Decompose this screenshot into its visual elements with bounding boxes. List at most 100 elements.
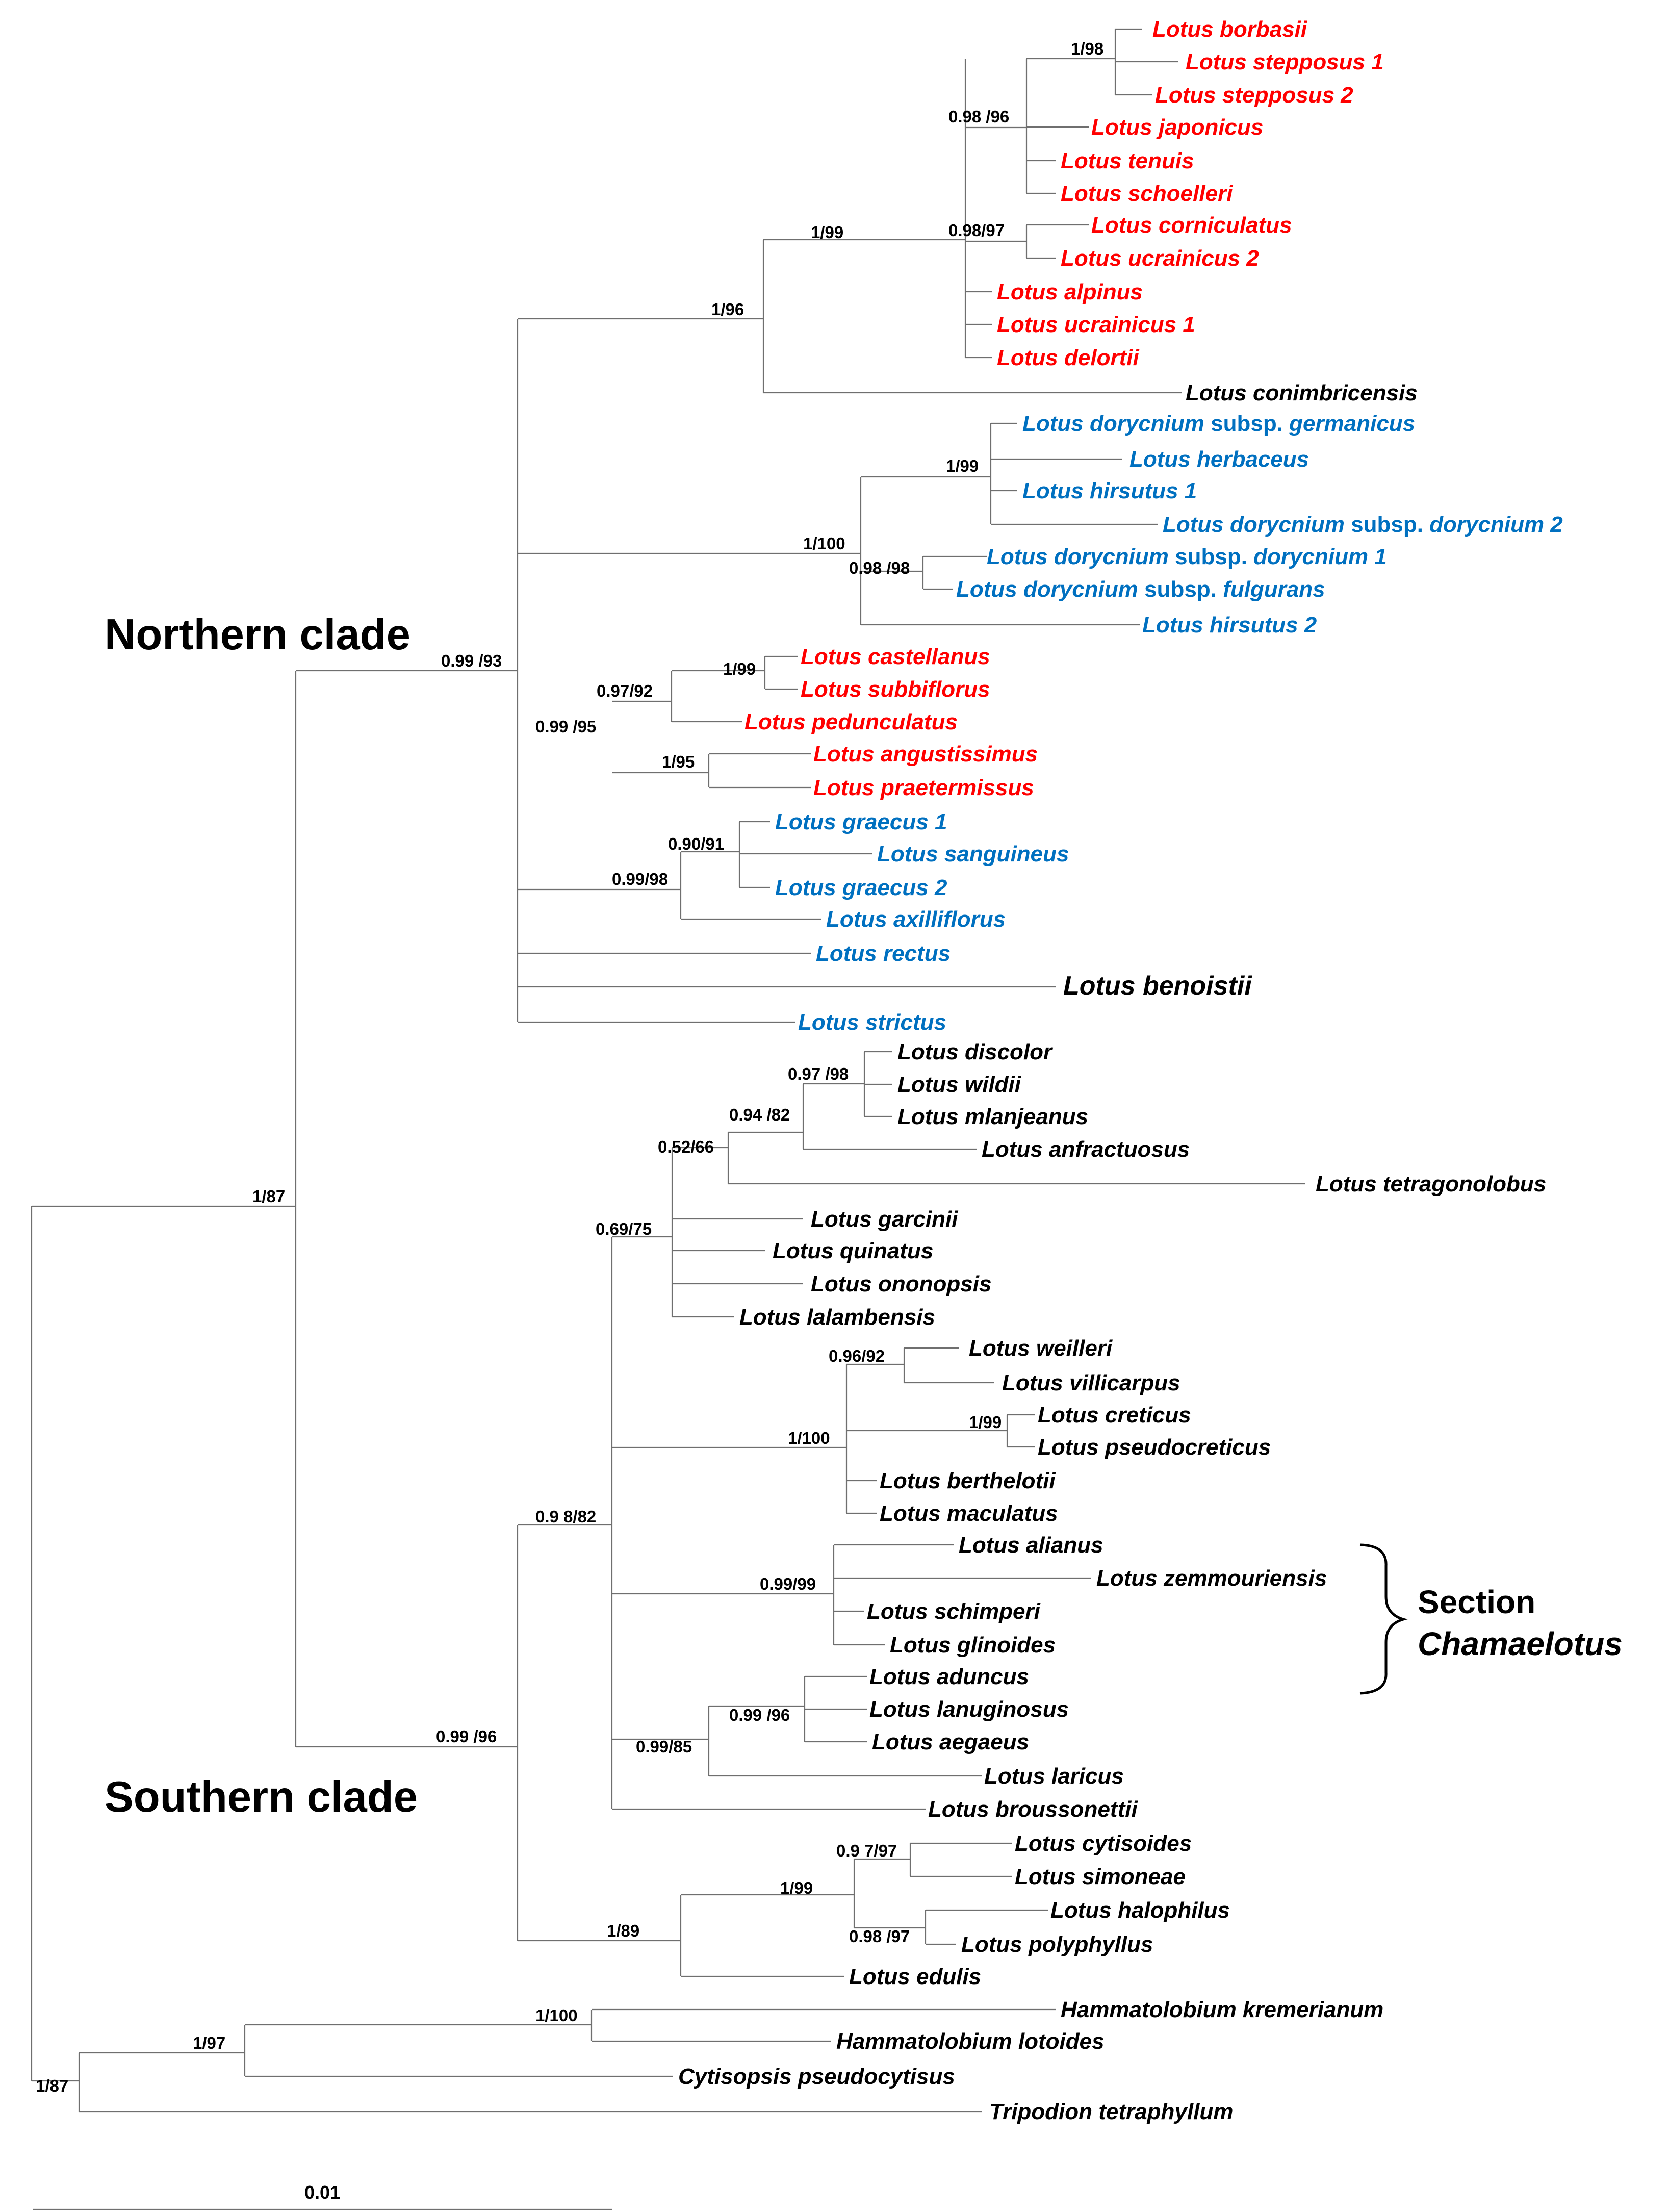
- support-s_1_99a: 1/99: [811, 223, 843, 242]
- support-s_0_99_93: 0.99 /93: [441, 651, 502, 670]
- tip-label-castellanus: Lotus castellanus: [801, 644, 990, 669]
- tip-label-tripodion: Tripodion tetraphyllum: [989, 2099, 1233, 2124]
- tip-label-dor_dor2: Lotus dorycnium subsp. dorycnium 2: [1163, 512, 1563, 537]
- tip-label-glinoides: Lotus glinoides: [890, 1633, 1056, 1658]
- support-s_1_95: 1/95: [662, 752, 695, 771]
- tip-label-angustissimus: Lotus angustissimus: [813, 742, 1038, 767]
- tip-label-cytisoides: Lotus cytisoides: [1015, 1831, 1192, 1856]
- tip-label-hlotoides: Hammatolobium lotoides: [836, 2029, 1105, 2054]
- support-s_1_89: 1/89: [607, 1921, 639, 1940]
- tip-label-sanguineus: Lotus sanguineus: [877, 842, 1069, 867]
- support-s_1_99b: 1/99: [946, 456, 979, 475]
- tip-label-anfractuosus: Lotus anfractuosus: [982, 1137, 1190, 1162]
- support-s_0_99_95: 0.99 /95: [535, 717, 596, 736]
- tip-label-laricus: Lotus laricus: [984, 1764, 1124, 1789]
- southern-clade-label: Southern clade: [105, 1773, 418, 1821]
- section-name: Chamaelotus: [1418, 1625, 1623, 1662]
- support-s_0_98_97: 0.98/97: [948, 221, 1005, 240]
- tip-label-alpinus: Lotus alpinus: [997, 279, 1143, 304]
- tip-label-polyphyllus: Lotus polyphyllus: [961, 1932, 1153, 1957]
- tip-label-ucrainicus2: Lotus ucrainicus 2: [1061, 246, 1259, 271]
- tip-label-schimperi: Lotus schimperi: [867, 1599, 1041, 1624]
- tip-label-creticus: Lotus creticus: [1038, 1403, 1191, 1428]
- support-s_0_69_75: 0.69/75: [596, 1219, 652, 1238]
- tip-label-lalambensis: Lotus lalambensis: [739, 1305, 935, 1330]
- tip-label-garcinii: Lotus garcinii: [811, 1207, 958, 1232]
- tip-label-hirsutus1: Lotus hirsutus 1: [1022, 478, 1197, 503]
- support-s_0_99_96b: 0.99 /96: [436, 1727, 497, 1746]
- tip-label-stepposus1: Lotus stepposus 1: [1186, 49, 1384, 74]
- tip-label-dor_fulgurans: Lotus dorycnium subsp. fulgurans: [956, 577, 1325, 602]
- support-s_0_52_66: 0.52/66: [658, 1137, 714, 1156]
- support-s_0_99_96a: 0.99 /96: [729, 1706, 790, 1724]
- tip-label-villicarpus: Lotus villicarpus: [1002, 1370, 1180, 1395]
- scale-bar-label: 0.01: [304, 2182, 340, 2203]
- tip-label-mlanjeanus: Lotus mlanjeanus: [897, 1104, 1088, 1129]
- tip-label-herbaceus: Lotus herbaceus: [1129, 447, 1309, 472]
- tip-label-berthelotii: Lotus berthelotii: [880, 1468, 1056, 1493]
- tip-label-japonicus: Lotus japonicus: [1091, 115, 1263, 140]
- support-s_1_99c: 1/99: [723, 659, 756, 678]
- tip-label-strictus: Lotus strictus: [798, 1010, 946, 1035]
- support-s_0_94_82: 0.94 /82: [729, 1105, 790, 1124]
- support-s_0_98_82: 0.9 8/82: [535, 1507, 596, 1526]
- support-s_0_97_97: 0.9 7/97: [836, 1841, 897, 1860]
- tip-label-weilleri: Lotus weilleri: [969, 1336, 1113, 1361]
- tip-label-pseudocreticus: Lotus pseudocreticus: [1038, 1435, 1271, 1460]
- support-s_1_87b: 1/87: [36, 2076, 68, 2095]
- tip-label-alianus: Lotus alianus: [959, 1533, 1103, 1558]
- tip-label-conimbricensis: Lotus conimbricensis: [1186, 380, 1418, 405]
- tip-label-quinatus: Lotus quinatus: [773, 1238, 933, 1263]
- tip-label-corniculatus: Lotus corniculatus: [1091, 213, 1292, 238]
- support-s_0_99_99: 0.99/99: [760, 1574, 816, 1593]
- tip-label-praetermissus: Lotus praetermissus: [813, 775, 1034, 800]
- tip-label-pedunculatus: Lotus pedunculatus: [744, 709, 958, 734]
- support-s_1_100b: 1/100: [788, 1429, 830, 1447]
- support-s_0_99_98: 0.99/98: [612, 870, 668, 888]
- tip-label-aduncus: Lotus aduncus: [869, 1664, 1029, 1689]
- support-s_borb_step: 1/98: [1071, 39, 1103, 58]
- support-s_1_96: 1/96: [711, 300, 744, 319]
- tip-label-rectus: Lotus rectus: [816, 941, 951, 966]
- tip-label-ononopsis: Lotus ononopsis: [811, 1272, 991, 1296]
- support-labels: 1/980.98 /961/99 0.98/971/961/991/1000.98…: [36, 39, 1103, 2095]
- tip-label-subbiflorus: Lotus subbiflorus: [801, 677, 990, 702]
- tip-label-delortii: Lotus delortii: [997, 345, 1139, 370]
- support-s_1_100c: 1/100: [535, 2006, 578, 2025]
- tip-label-halophilus: Lotus halophilus: [1050, 1898, 1230, 1923]
- support-s_0_99_85: 0.99/85: [636, 1737, 692, 1756]
- tip-label-borbasii: Lotus borbasii: [1152, 17, 1307, 42]
- tip-label-cytisopsis: Cytisopsis pseudocytisus: [678, 2064, 955, 2089]
- support-s_0_98_96: 0.98 /96: [948, 107, 1009, 126]
- tip-label-dor_germanicus: Lotus dorycnium subsp. germanicus: [1022, 411, 1415, 436]
- support-s_0_98_97b: 0.98 /97: [849, 1927, 910, 1946]
- tip-label-aegaeus: Lotus aegaeus: [872, 1730, 1029, 1755]
- support-s_0_97_92: 0.97/92: [597, 681, 653, 700]
- support-s_1_99e: 1/99: [780, 1878, 813, 1897]
- support-s_1_97: 1/97: [193, 2033, 225, 2052]
- tip-label-edulis: Lotus edulis: [849, 1964, 981, 1989]
- support-s_0_90_91: 0.90/91: [668, 834, 724, 853]
- support-s_0_98_98a: 0.98 /98: [849, 558, 910, 577]
- tip-labels: Lotus borbasii Lotus stepposus 1 Lotus ste…: [678, 17, 1563, 2124]
- tree-branches: [31, 28, 1305, 2113]
- tip-label-axilliflorus: Lotus axilliflorus: [826, 907, 1006, 932]
- tip-label-ucrainicus1: Lotus ucrainicus 1: [997, 312, 1195, 337]
- support-s_1_100a: 1/100: [803, 534, 845, 553]
- tip-label-graecus2: Lotus graecus 2: [775, 875, 947, 900]
- tip-label-dor_dor1: Lotus dorycnium subsp. dorycnium 1: [987, 544, 1387, 569]
- tip-label-tetragonolobus: Lotus tetragonolobus: [1316, 1172, 1546, 1197]
- tip-label-schoelleri: Lotus schoelleri: [1061, 181, 1233, 206]
- northern-clade-label: Northern clade: [105, 611, 410, 659]
- tip-label-discolor: Lotus discolor: [897, 1039, 1054, 1064]
- tip-label-benoistii: Lotus benoistii: [1063, 971, 1252, 1001]
- tip-label-hirsutus2: Lotus hirsutus 2: [1142, 613, 1317, 638]
- support-s_1_87a: 1/87: [252, 1187, 285, 1206]
- tip-label-graecus1: Lotus graecus 1: [775, 809, 947, 834]
- tip-label-zemmouriensis: Lotus zemmouriensis: [1096, 1566, 1327, 1591]
- tip-label-tenuis: Lotus tenuis: [1061, 148, 1194, 173]
- tip-label-broussonettii: Lotus broussonettii: [928, 1797, 1138, 1822]
- tip-label-hkremerianum: Hammatolobium kremerianum: [1061, 1997, 1383, 2022]
- tip-label-stepposus2: Lotus stepposus 2: [1155, 83, 1353, 108]
